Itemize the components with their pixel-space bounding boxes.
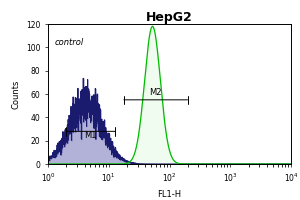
Y-axis label: Counts: Counts — [11, 79, 20, 109]
Title: HepG2: HepG2 — [146, 11, 193, 24]
Text: control: control — [55, 38, 84, 47]
Text: M2: M2 — [149, 88, 162, 97]
X-axis label: FL1-H: FL1-H — [158, 190, 182, 199]
Text: M1: M1 — [84, 131, 97, 140]
